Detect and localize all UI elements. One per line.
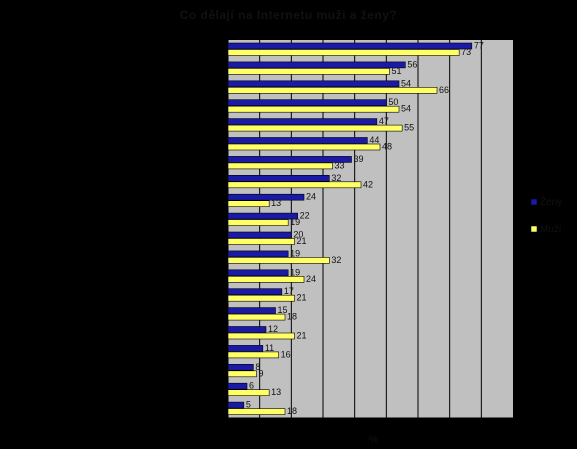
data-label: 50 [388, 97, 398, 107]
bar-muzi [227, 105, 400, 113]
legend-swatch [530, 198, 538, 206]
legend-label: Muži [540, 224, 561, 235]
data-label: 56 [407, 59, 417, 69]
bar-muzi [227, 238, 295, 245]
data-label: 51 [392, 66, 402, 76]
data-label: 55 [404, 123, 414, 133]
bar-muzi [227, 294, 295, 302]
data-label: 15 [278, 305, 288, 315]
data-label: 9 [259, 368, 264, 378]
bar-zeny [227, 118, 378, 125]
legend-swatch [530, 225, 538, 233]
data-label: 19 [290, 217, 300, 227]
data-label: 13 [271, 198, 281, 208]
data-label: 18 [287, 406, 297, 416]
bar-muzi [227, 143, 381, 151]
data-label: 21 [297, 293, 307, 303]
bar-muzi [227, 313, 286, 321]
bar-muzi [227, 200, 270, 207]
data-label: 48 [382, 142, 392, 152]
bar-zeny [227, 401, 245, 409]
bar-zeny [227, 269, 289, 277]
data-label: 24 [306, 192, 316, 202]
data-label: 42 [363, 179, 373, 189]
plot-background [228, 40, 513, 418]
bar-zeny [227, 326, 267, 333]
bar-muzi [227, 275, 305, 283]
bar-muzi [227, 162, 333, 170]
chart-title: Co dělají na Internetu muži a ženy? [179, 8, 398, 22]
bar-zeny [227, 156, 352, 163]
data-label: 12 [268, 324, 278, 334]
bar-zeny [227, 42, 473, 50]
bar-muzi [227, 124, 403, 132]
data-label: 11 [265, 343, 274, 353]
data-label: 77 [474, 41, 484, 51]
bar-muzi [227, 389, 270, 397]
bar-zeny [227, 80, 400, 88]
data-label: 19 [290, 267, 300, 277]
data-label: 33 [335, 160, 345, 170]
bar-muzi [227, 351, 279, 359]
bar-zeny [227, 99, 387, 106]
bar-muzi [227, 257, 330, 264]
bar-muzi [227, 87, 438, 94]
bar-zeny [227, 137, 368, 144]
data-label: 18 [287, 312, 297, 322]
data-label: 16 [281, 349, 291, 359]
bar-muzi [227, 370, 257, 378]
data-label: 32 [331, 173, 341, 183]
data-label: 44 [369, 135, 379, 145]
bar-zeny [227, 231, 292, 239]
bars [227, 42, 473, 415]
data-label: 5 [246, 400, 251, 410]
bar-muzi [227, 181, 362, 189]
data-label: 32 [331, 255, 341, 265]
bar-muzi [227, 408, 286, 415]
bar-muzi [227, 68, 390, 75]
x-axis-label: % [369, 434, 379, 446]
legend: Ženy Muži [530, 195, 562, 235]
data-label: 19 [290, 248, 300, 258]
bar-zeny [227, 345, 264, 352]
data-label: 21 [297, 331, 307, 341]
bar-zeny [227, 212, 298, 220]
bar-zeny [227, 175, 330, 182]
data-label: 47 [379, 116, 389, 126]
data-label: 39 [354, 154, 364, 164]
legend-label: Ženy [540, 195, 562, 208]
bar-zeny [227, 250, 289, 258]
bar-muzi [227, 332, 295, 340]
data-label: 24 [306, 274, 316, 284]
bar-zeny [227, 307, 276, 314]
bar-muzi [227, 49, 460, 56]
data-label: 20 [293, 230, 303, 240]
data-label: 54 [401, 104, 411, 114]
bar-zeny [227, 363, 254, 371]
data-label: 54 [401, 78, 411, 88]
data-label: 73 [461, 47, 471, 57]
bar-muzi [227, 219, 289, 226]
bar-zeny [227, 382, 248, 390]
data-label: 6 [249, 381, 254, 391]
data-label: 22 [300, 211, 310, 221]
data-label: 13 [271, 387, 281, 397]
data-label: 21 [297, 236, 307, 246]
data-label: 17 [284, 286, 294, 296]
data-label: 66 [439, 85, 449, 95]
bar-zeny [227, 193, 305, 201]
bar-zeny [227, 61, 406, 69]
bar-zeny [227, 288, 283, 296]
data-label: 8 [255, 362, 260, 372]
